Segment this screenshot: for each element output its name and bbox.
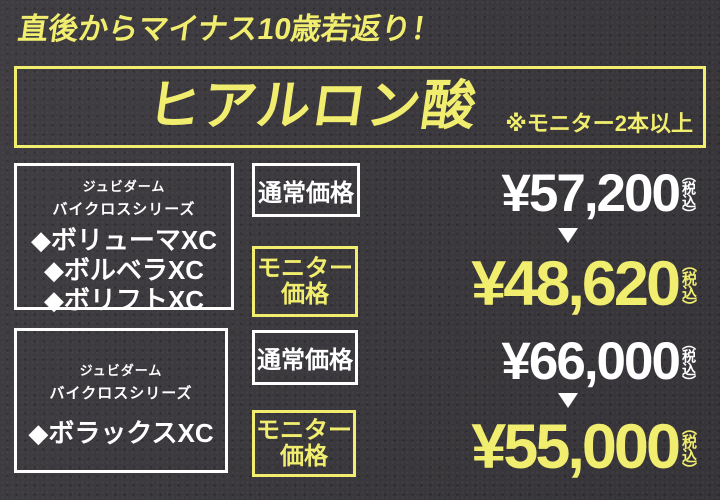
monitor-price-row: ¥48,620 （税込）: [471, 249, 697, 319]
monitor-note: ※モニター2本以上: [505, 111, 693, 136]
product-item: ◆ボリューマXC: [30, 225, 218, 255]
product-item: ◆ボルベラXC: [43, 255, 205, 285]
monitor-price-value: ¥55,000: [471, 412, 681, 482]
brand-name: ジュビダーム: [82, 179, 166, 194]
tagline: 直後からマイナス10歳若返り！: [16, 13, 444, 46]
normal-price-label-box: 通常価格: [252, 330, 358, 385]
product-item-list: ◆ボラックスXC: [17, 418, 225, 448]
normal-price-label-box: 通常価格: [252, 163, 360, 217]
normal-price-label: 通常価格: [258, 179, 354, 207]
product-item: ◆ボラックスXC: [28, 418, 214, 448]
product-box-volux: ジュビダーム バイクロスシリーズ ◆ボラックスXC: [14, 328, 228, 473]
normal-price-label: 通常価格: [257, 347, 353, 374]
monitor-price-label-box: モニター 価格: [252, 410, 356, 477]
series-name: バイクロスシリーズ: [52, 201, 196, 218]
product-box-vycross-trio: ジュビダーム バイクロスシリーズ ◆ボリューマXC ◆ボルベラXC ◆ボリフトX…: [14, 163, 234, 315]
monitor-price-value: ¥48,620: [471, 249, 681, 319]
tax-included-note: （税込）: [681, 167, 697, 220]
brand-name: ジュビダーム: [79, 363, 163, 378]
tax-included-note: （税込）: [680, 419, 697, 476]
down-arrow-icon: [558, 393, 578, 408]
product-item-list: ◆ボリューマXC ◆ボルベラXC ◆ボリフトXC: [17, 225, 231, 315]
normal-price-row: ¥66,000 （税込）: [501, 332, 697, 391]
normal-price-value: ¥66,000: [501, 332, 681, 391]
tax-included-note: （税込）: [680, 256, 697, 313]
product-item: ◆ボリフトXC: [43, 285, 205, 315]
monitor-price-label: モニター 価格: [257, 254, 353, 308]
monitor-price-row: ¥55,000 （税込）: [471, 412, 697, 482]
series-name: バイクロスシリーズ: [49, 385, 193, 402]
title-box: ヒアルロン酸 ※モニター2本以上: [14, 66, 706, 148]
monitor-price-label: モニター 価格: [256, 416, 352, 470]
monitor-price-label-box: モニター 価格: [252, 246, 358, 317]
tax-included-note: （税込）: [681, 335, 697, 388]
normal-price-value: ¥57,200: [501, 164, 681, 223]
normal-price-row: ¥57,200 （税込）: [501, 164, 697, 223]
down-arrow-icon: [558, 228, 578, 243]
